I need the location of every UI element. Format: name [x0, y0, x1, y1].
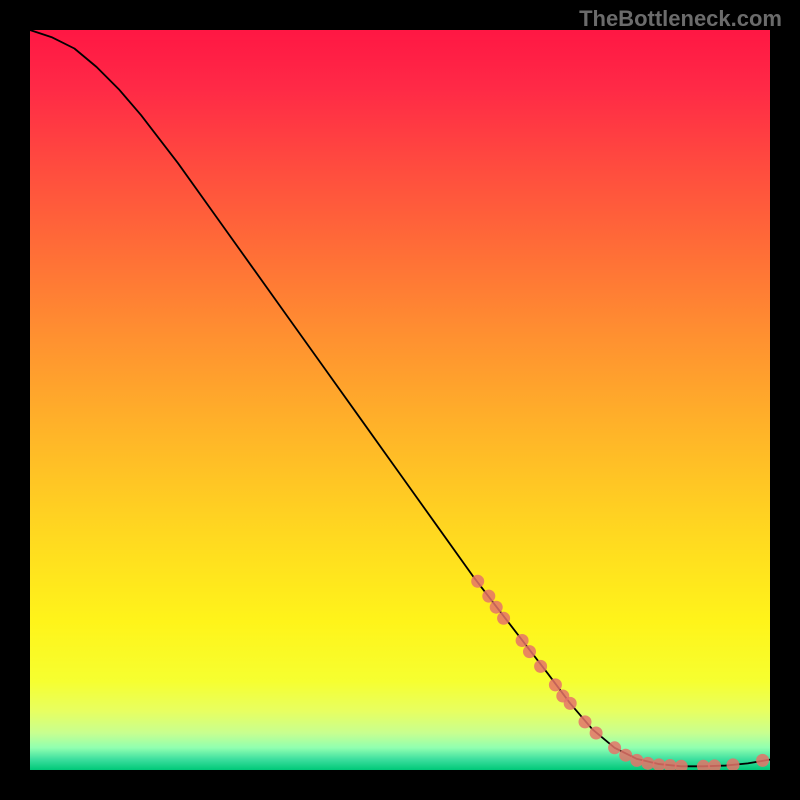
marker-point [653, 758, 666, 770]
marker-point [497, 612, 510, 625]
marker-point [579, 715, 592, 728]
marker-point [471, 575, 484, 588]
marker-point [549, 678, 562, 691]
marker-point [727, 758, 740, 770]
chart-markers [30, 30, 770, 770]
marker-point [564, 697, 577, 710]
marker-point [756, 754, 769, 767]
marker-point [708, 759, 721, 770]
marker-point [664, 759, 677, 770]
marker-point [630, 754, 643, 767]
marker-point [675, 760, 688, 770]
marker-point [516, 634, 529, 647]
watermark-text: TheBottleneck.com [579, 6, 782, 32]
marker-point [523, 645, 536, 658]
bottleneck-chart [30, 30, 770, 770]
marker-point [697, 760, 710, 770]
marker-point [534, 660, 547, 673]
marker-point [482, 590, 495, 603]
marker-point [619, 749, 632, 762]
marker-point [641, 757, 654, 770]
marker-point [490, 601, 503, 614]
marker-point [590, 727, 603, 740]
marker-point [608, 741, 621, 754]
